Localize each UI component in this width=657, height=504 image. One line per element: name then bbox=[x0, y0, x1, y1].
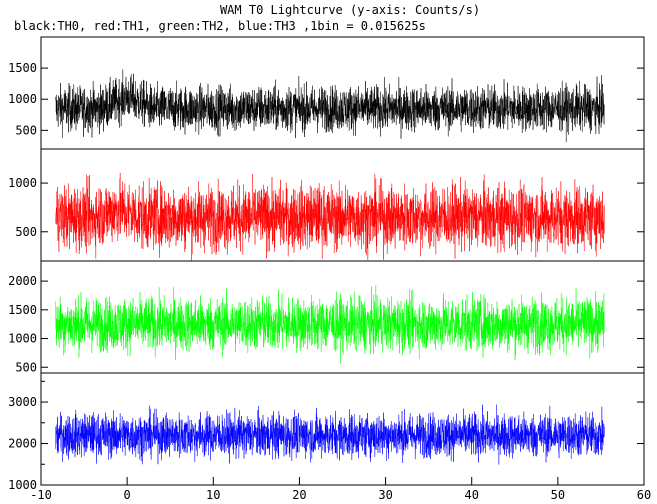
series-line-th3 bbox=[55, 404, 605, 465]
x-tick-label: 30 bbox=[378, 488, 392, 502]
y-tick-label: 1000 bbox=[8, 92, 37, 106]
series-line-th0 bbox=[55, 69, 605, 143]
chart-subtitle: black:TH0, red:TH1, green:TH2, blue:TH3 … bbox=[14, 19, 426, 33]
x-axis: -10 0 10 20 30 40 50 60 bbox=[30, 477, 651, 502]
y-tick-label: 500 bbox=[15, 123, 37, 137]
panel-frame bbox=[40, 372, 645, 486]
series-line-th2 bbox=[55, 285, 605, 364]
x-tick-label: 60 bbox=[637, 488, 651, 502]
y-tick-label: 1000 bbox=[8, 332, 37, 346]
panels-group: 500 1000 1500 500 1000 500 1000 1500 2000 1000 200… bbox=[8, 36, 645, 492]
x-tick-label: 0 bbox=[124, 488, 131, 502]
y-tick-label: 500 bbox=[15, 225, 37, 239]
x-tick-label: 10 bbox=[206, 488, 220, 502]
y-tick-label: 2000 bbox=[8, 274, 37, 288]
panel-th1: 500 1000 bbox=[8, 148, 645, 262]
y-tick-label: 1000 bbox=[8, 478, 37, 492]
y-tick-label: 3000 bbox=[8, 395, 37, 409]
x-tick-label: 20 bbox=[292, 488, 306, 502]
chart-title: WAM T0 Lightcurve (y-axis: Counts/s) bbox=[220, 3, 480, 17]
panel-th2: 500 1000 1500 2000 bbox=[8, 260, 645, 374]
x-tick-label: 50 bbox=[551, 488, 565, 502]
panel-th3: 1000 2000 3000 bbox=[8, 372, 645, 492]
panel-frame bbox=[40, 148, 645, 262]
panel-th0: 500 1000 1500 bbox=[8, 36, 645, 150]
y-tick-label: 1500 bbox=[8, 61, 37, 75]
y-tick-label: 1500 bbox=[8, 303, 37, 317]
y-tick-label: 1000 bbox=[8, 176, 37, 190]
y-tick-label: 500 bbox=[15, 360, 37, 374]
x-tick-label: -10 bbox=[30, 488, 52, 502]
x-tick-label: 40 bbox=[464, 488, 478, 502]
y-tick-label: 2000 bbox=[8, 437, 37, 451]
series-line-th1 bbox=[55, 172, 605, 261]
